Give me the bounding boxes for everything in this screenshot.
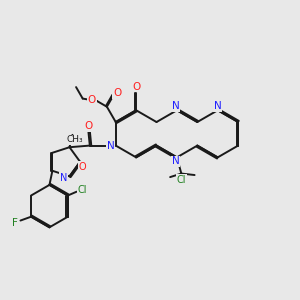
Text: F: F bbox=[12, 218, 17, 228]
Text: N: N bbox=[214, 101, 222, 111]
Text: N: N bbox=[172, 157, 179, 166]
Text: Cl: Cl bbox=[78, 184, 87, 195]
Text: N: N bbox=[60, 173, 67, 183]
Text: CH₃: CH₃ bbox=[67, 135, 83, 144]
Text: O: O bbox=[84, 122, 92, 131]
Text: O: O bbox=[113, 88, 121, 98]
Text: Cl: Cl bbox=[177, 175, 186, 185]
Text: N: N bbox=[172, 101, 179, 111]
Text: O: O bbox=[78, 162, 86, 172]
Text: N: N bbox=[106, 141, 114, 151]
Text: O: O bbox=[88, 95, 96, 105]
Text: O: O bbox=[133, 82, 141, 92]
